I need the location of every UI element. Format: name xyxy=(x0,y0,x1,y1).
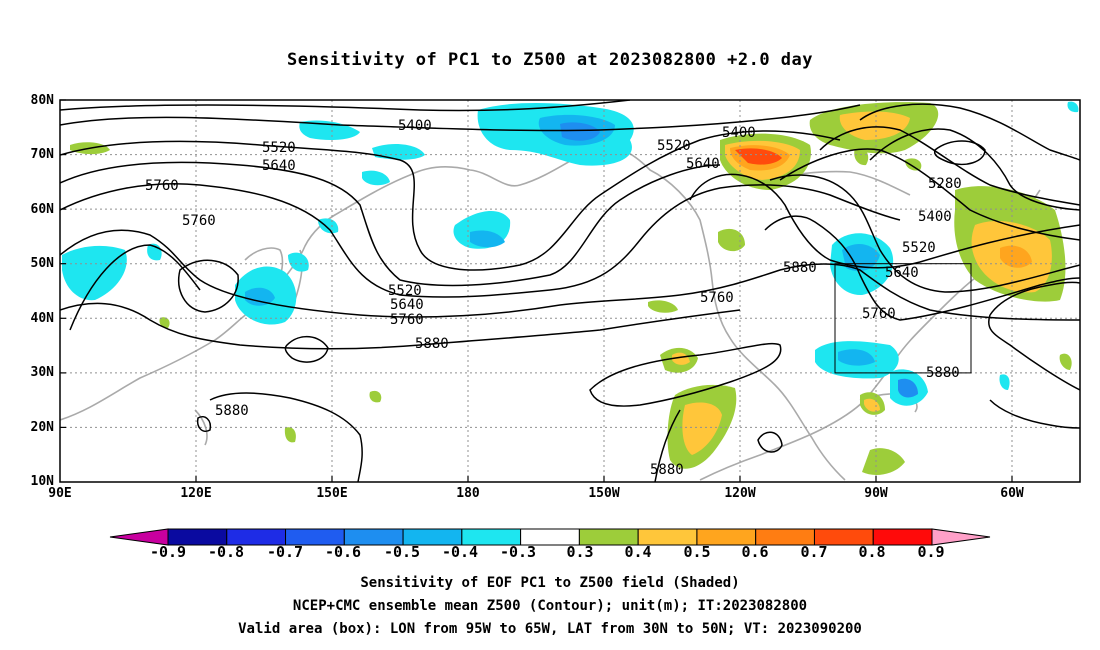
lat-label: 30N xyxy=(30,365,54,380)
colorbar-label: 0.3 xyxy=(566,543,594,561)
colorbar-label: -0.3 xyxy=(499,543,537,561)
colorbar-label: -0.4 xyxy=(441,543,479,561)
valid-area-box xyxy=(834,263,972,374)
negative-sensitivity-shading xyxy=(62,101,1079,406)
z500-contours xyxy=(60,100,1080,482)
lon-label: 120E xyxy=(180,486,212,501)
contour-label: 5400 xyxy=(918,209,952,225)
contour-label: 5880 xyxy=(783,260,817,276)
contour-label: 5520 xyxy=(657,138,691,154)
contour-label: 5400 xyxy=(398,118,432,134)
colorbar-label: -0.6 xyxy=(324,543,362,561)
colorbar-label: -0.7 xyxy=(266,543,304,561)
lon-label: 90W xyxy=(864,486,888,501)
colorbar-right-triangle xyxy=(931,528,991,546)
lon-label: 90E xyxy=(48,486,72,501)
contour-label: 5760 xyxy=(700,290,734,306)
caption-valid-area: Valid area (box): LON from 95W to 65W, L… xyxy=(238,621,862,637)
contour-label: 5400 xyxy=(722,125,756,141)
lat-label: 20N xyxy=(30,420,54,435)
colorbar-label: -0.9 xyxy=(149,543,187,561)
contour-label: 5880 xyxy=(215,403,249,419)
colorbar-label: 0.6 xyxy=(741,543,769,561)
lat-label: 50N xyxy=(30,256,54,271)
contour-label: 5880 xyxy=(415,336,449,352)
lon-label: 150E xyxy=(316,486,348,501)
lon-label: 180 xyxy=(456,486,480,501)
colorbar-label: -0.8 xyxy=(207,543,245,561)
contour-label: 5640 xyxy=(262,158,296,174)
colorbar-label: 0.5 xyxy=(683,543,711,561)
contour-labels: 5400 5520 5640 5760 5760 5520 5640 5760 … xyxy=(145,118,962,478)
lon-label: 60W xyxy=(1000,486,1024,501)
lon-label: 150W xyxy=(588,486,620,501)
colorbar-label: 0.4 xyxy=(624,543,652,561)
colorbar-label: 0.8 xyxy=(858,543,886,561)
grid-lines xyxy=(60,100,1080,482)
axis-ticks xyxy=(60,99,1013,482)
contour-label: 5640 xyxy=(885,265,919,281)
map-title: Sensitivity of PC1 to Z500 at 2023082800… xyxy=(286,50,813,70)
map-frame xyxy=(59,99,1081,483)
contour-label: 5520 xyxy=(902,240,936,256)
contour-label: 5760 xyxy=(862,306,896,322)
colorbar-label: 0.9 xyxy=(917,543,945,561)
contour-label: 5640 xyxy=(686,156,720,172)
contour-label: 5760 xyxy=(182,213,216,229)
contour-label: 5520 xyxy=(388,283,422,299)
lat-label: 10N xyxy=(30,474,54,489)
caption-contour: NCEP+CMC ensemble mean Z500 (Contour); u… xyxy=(292,598,808,614)
contour-label: 5520 xyxy=(262,140,296,156)
contour-label: 5760 xyxy=(390,312,424,328)
colorbar-label: -0.5 xyxy=(383,543,421,561)
contour-label: 5640 xyxy=(390,297,424,313)
lat-label: 80N xyxy=(30,93,54,108)
contour-label: 5880 xyxy=(650,462,684,478)
lon-label: 120W xyxy=(724,486,756,501)
lat-label: 40N xyxy=(30,311,54,326)
colorbar xyxy=(109,528,991,546)
caption-shading: Sensitivity of EOF PC1 to Z500 field (Sh… xyxy=(360,575,740,591)
lat-label: 70N xyxy=(30,147,54,162)
contour-label: 5760 xyxy=(145,178,179,194)
contour-label: 5280 xyxy=(928,176,962,192)
contour-label: 5880 xyxy=(926,365,960,381)
lat-label: 60N xyxy=(30,202,54,217)
colorbar-label: 0.7 xyxy=(800,543,828,561)
